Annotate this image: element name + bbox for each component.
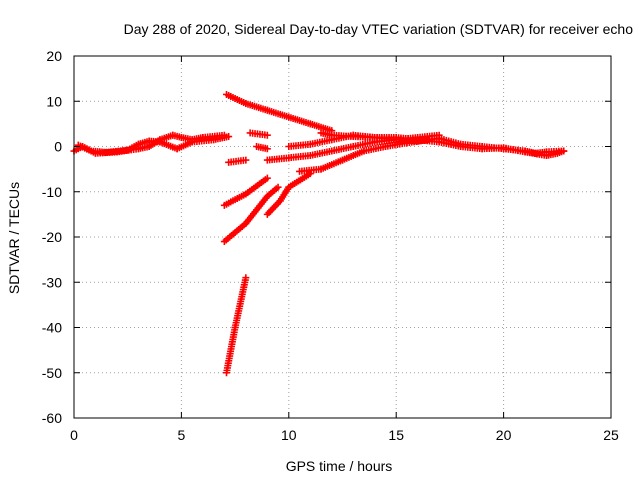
data-point bbox=[306, 170, 314, 178]
chart-title: Day 288 of 2020, Sidereal Day-to-day VTE… bbox=[124, 21, 634, 37]
data-point bbox=[242, 274, 250, 282]
series-trace-5 bbox=[246, 129, 271, 139]
x-tick-label: 0 bbox=[70, 427, 78, 443]
data-point bbox=[242, 156, 250, 164]
data-point bbox=[263, 131, 271, 139]
grid bbox=[74, 56, 611, 418]
x-tick-label: 20 bbox=[496, 427, 512, 443]
x-tick-label: 5 bbox=[178, 427, 186, 443]
series-trace-2 bbox=[74, 133, 233, 156]
series-trace-14 bbox=[317, 129, 568, 160]
x-tick-label: 15 bbox=[388, 427, 404, 443]
data-point bbox=[225, 133, 233, 141]
data-point bbox=[274, 183, 282, 191]
data-point bbox=[560, 147, 568, 155]
y-axis-label: SDTVAR / TECUs bbox=[6, 182, 22, 294]
data-series bbox=[70, 90, 568, 377]
y-tick-label: -50 bbox=[42, 365, 62, 381]
axis-ticks: 0 5 10 15 20 25 -60 -50 -40 -30 -20 -10 0 10 20 bbox=[42, 48, 619, 443]
y-tick-label: -60 bbox=[42, 410, 62, 426]
data-point bbox=[263, 174, 271, 182]
series-trace-6 bbox=[253, 143, 271, 153]
series-trace-8 bbox=[220, 183, 282, 246]
x-tick-label: 10 bbox=[281, 427, 297, 443]
y-tick-label: 20 bbox=[46, 48, 62, 64]
series-trace-3 bbox=[223, 90, 336, 135]
y-tick-label: -30 bbox=[42, 274, 62, 290]
y-tick-label: -20 bbox=[42, 229, 62, 245]
series-trace-7 bbox=[220, 174, 271, 209]
y-tick-label: -40 bbox=[42, 320, 62, 336]
y-tick-label: 0 bbox=[54, 139, 62, 155]
data-point bbox=[263, 145, 271, 153]
y-tick-label: 10 bbox=[46, 93, 62, 109]
series-trace-9 bbox=[263, 170, 314, 218]
x-axis-label: GPS time / hours bbox=[286, 458, 393, 474]
x-tick-label: 25 bbox=[603, 427, 619, 443]
series-trace-4 bbox=[225, 156, 250, 166]
y-tick-label: -10 bbox=[42, 184, 62, 200]
series-trace-10 bbox=[223, 274, 250, 377]
